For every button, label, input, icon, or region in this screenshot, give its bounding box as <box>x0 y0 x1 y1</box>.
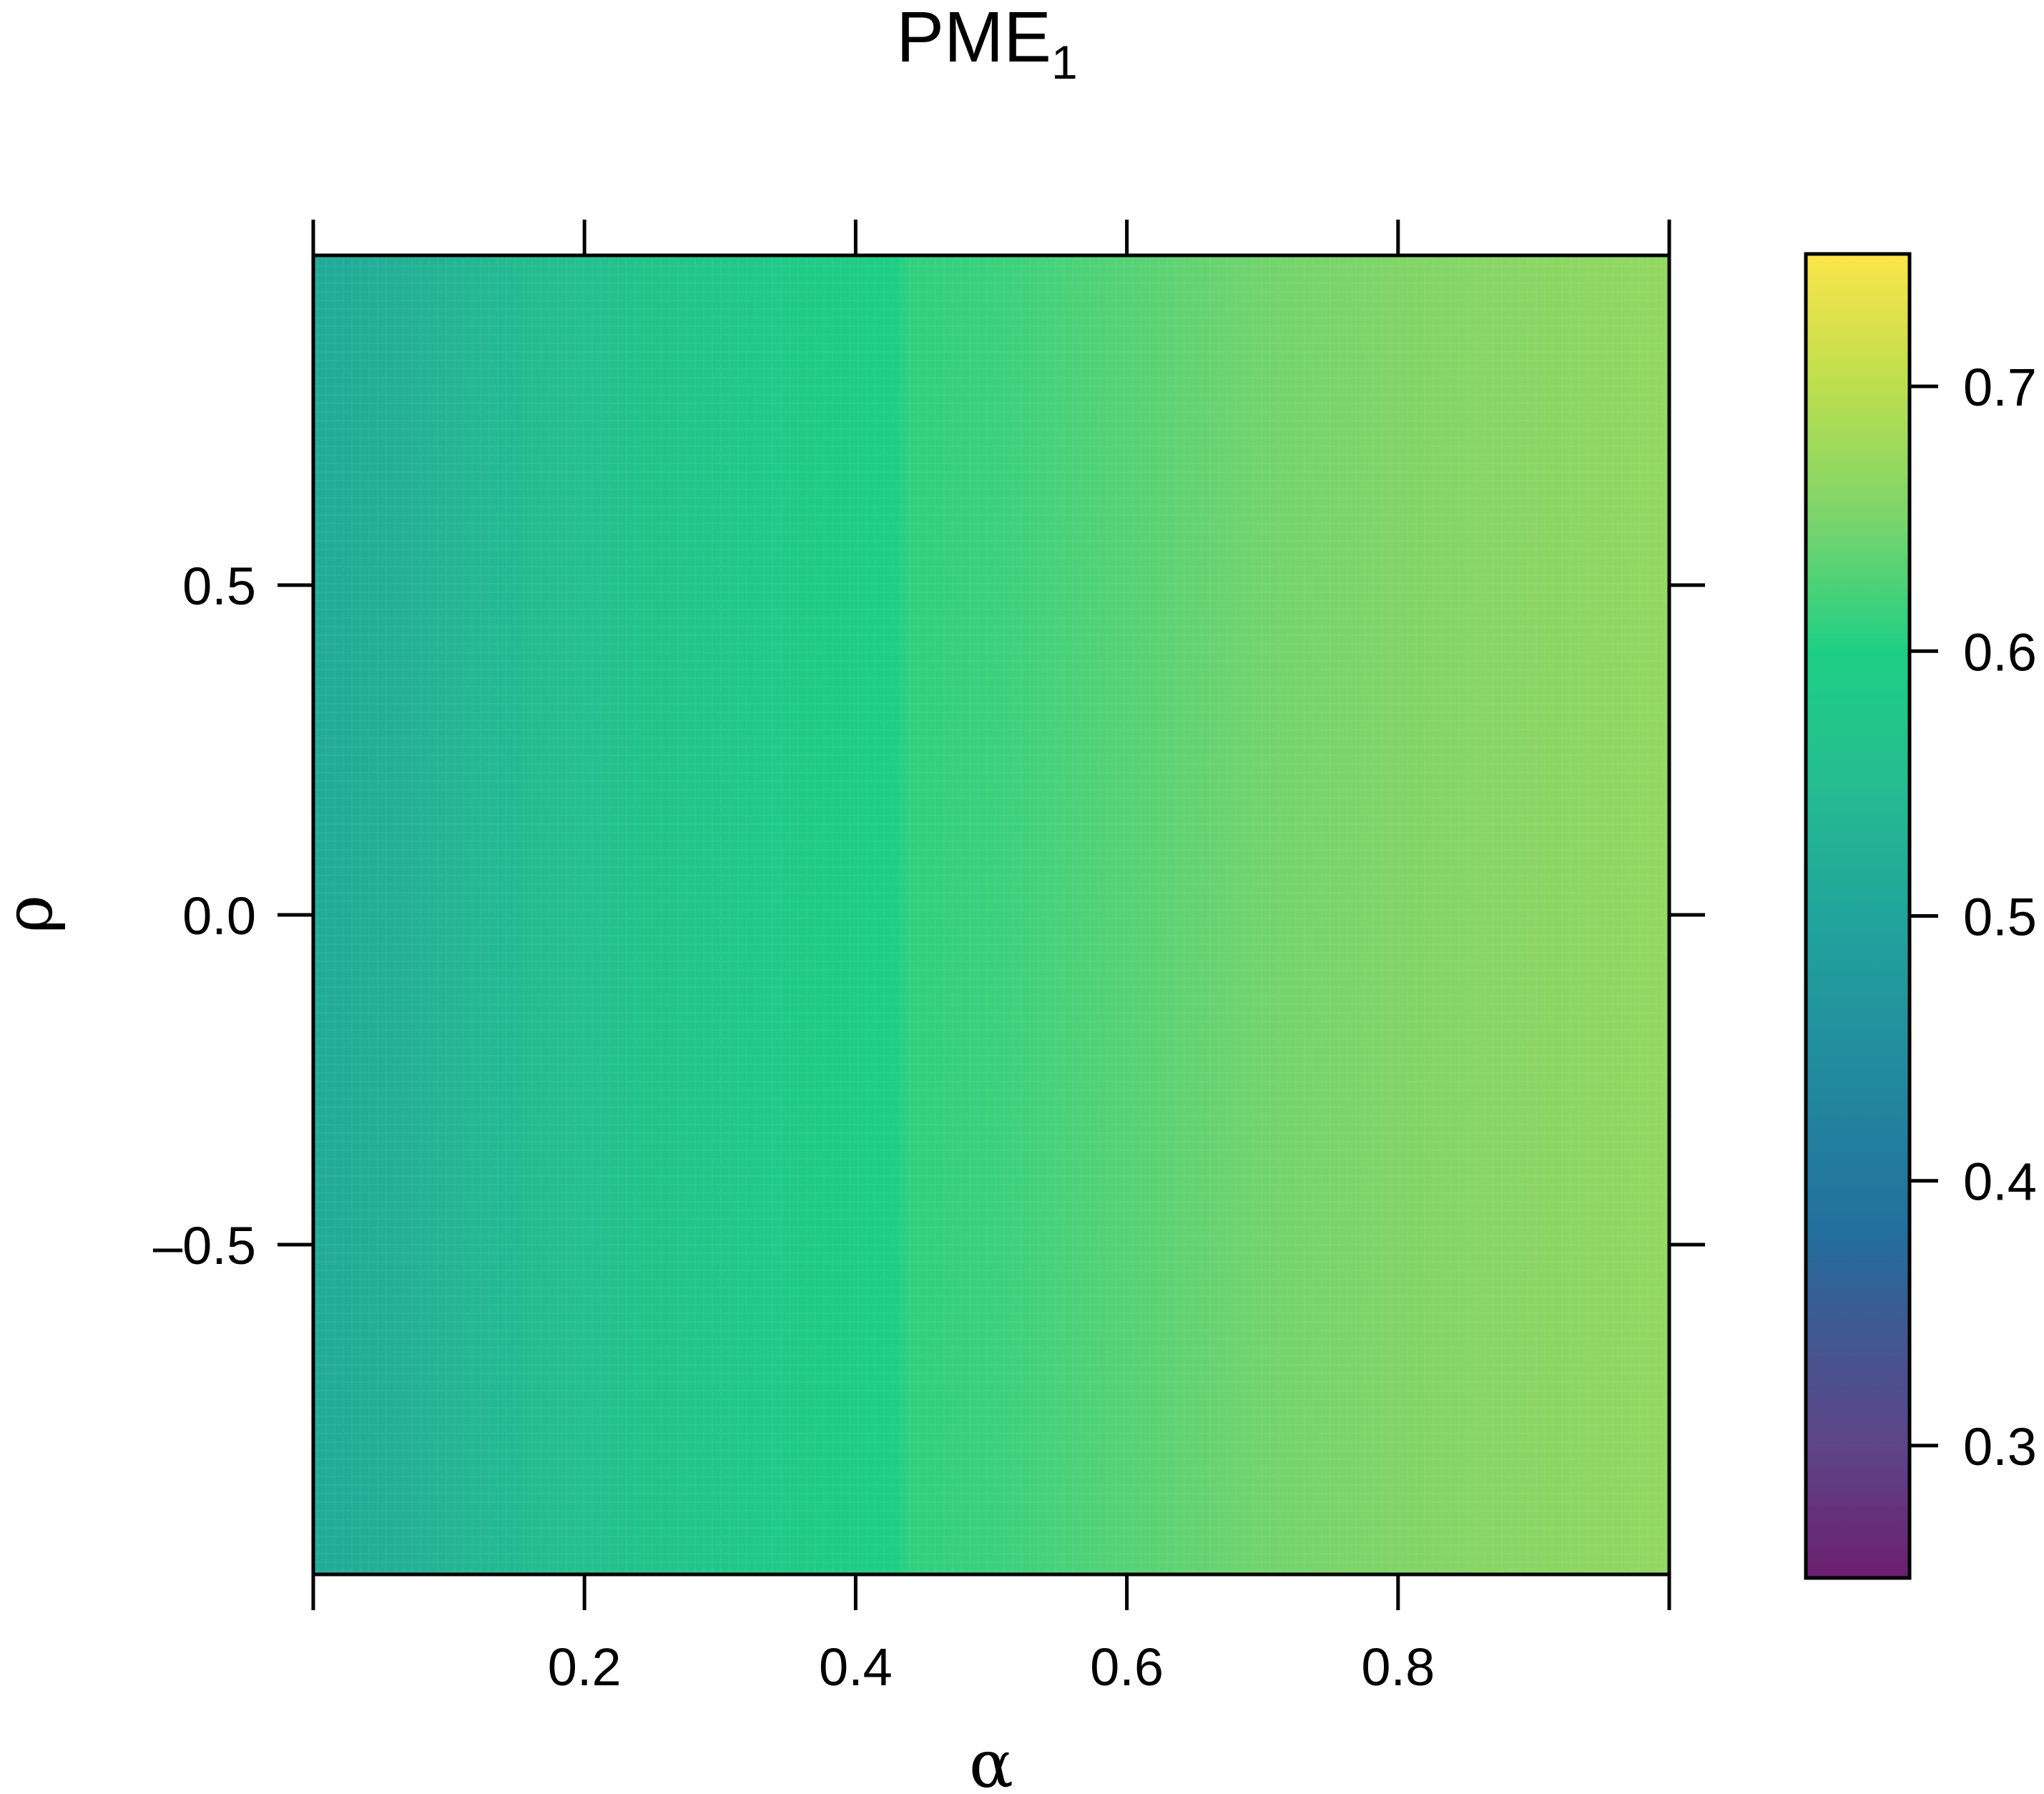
colorbar-tick-label: 0.7 <box>1963 358 2037 417</box>
y-axis: 0.5 0.0 –0.5 <box>153 557 1705 1275</box>
colorbar-tick-label: 0.6 <box>1963 622 2037 682</box>
x-tick-label: 0.2 <box>548 1637 621 1697</box>
colorbar-tick-label: 0.5 <box>1963 888 2037 947</box>
x-tick-label: 0.4 <box>819 1637 893 1697</box>
y-tick-label: 0.5 <box>182 557 256 616</box>
x-axis-label: α <box>969 1726 1013 1794</box>
colorbar-axis: 0.3 0.4 0.5 0.6 0.7 <box>1910 358 2037 1476</box>
colorbar <box>1804 252 1912 1580</box>
x-axis: 0.2 0.4 0.6 0.8 <box>311 220 1671 1697</box>
y-tick-label: 0.0 <box>182 886 256 946</box>
y-axis-label: ρ <box>0 895 67 933</box>
heatmap-cell-texture <box>313 255 1669 1574</box>
x-tick-label: 0.6 <box>1090 1637 1164 1697</box>
y-tick-label: –0.5 <box>153 1216 256 1275</box>
x-tick-label: 0.8 <box>1361 1637 1435 1697</box>
colorbar-tick-label: 0.4 <box>1963 1152 2037 1212</box>
chart-title-subscript: 1 <box>1051 36 1078 89</box>
chart-title: PME1 <box>896 0 1077 89</box>
chart-title-main: PME <box>896 0 1051 77</box>
colorbar-tick-label: 0.3 <box>1963 1417 2037 1476</box>
